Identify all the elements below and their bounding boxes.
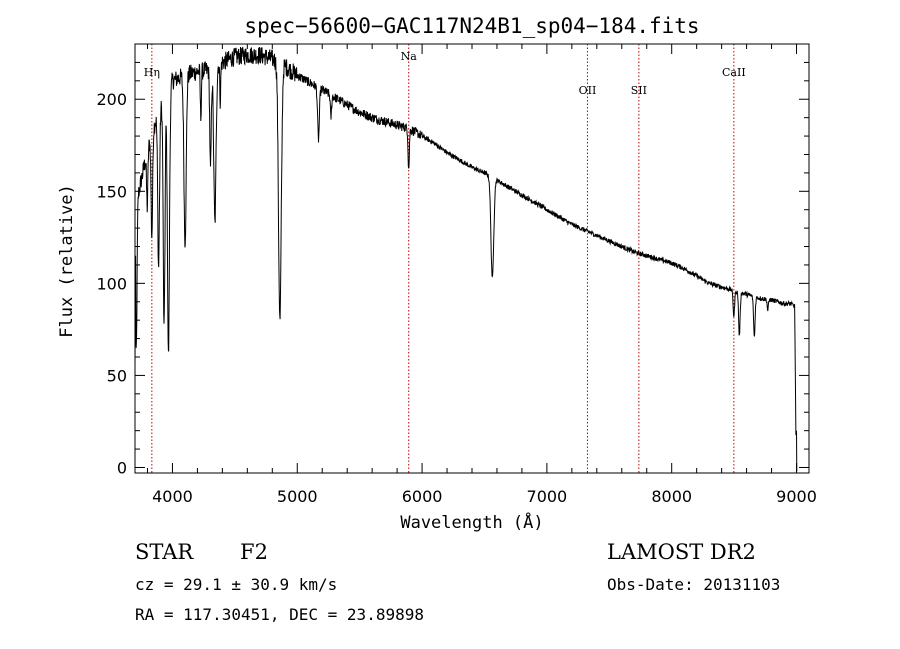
x-tick-label: 4000: [152, 487, 193, 506]
x-tick-label: 8000: [651, 487, 692, 506]
x-axis-ticks: 4000 5000 6000 7000 8000 9000: [146, 44, 817, 506]
y-tick-label: 0: [117, 458, 127, 477]
plot-frame: [134, 43, 810, 474]
x-tick-label: 9000: [776, 487, 817, 506]
redshift-cz: cz = 29.1 ± 30.9 km/s: [135, 575, 337, 594]
y-tick-label: 100: [96, 274, 127, 293]
spectral-line-markers: Hη Na OII SII CaII: [144, 44, 746, 473]
y-axis-ticks: 0 50 100 150 200: [96, 61, 809, 477]
observation-date: Obs-Date: 20131103: [607, 575, 780, 594]
y-tick-label: 50: [107, 366, 127, 385]
line-label: Hη: [144, 66, 160, 79]
line-label: SII: [631, 84, 647, 97]
line-label: CaII: [722, 66, 746, 79]
object-class: STAR: [135, 540, 194, 564]
sky-coordinates: RA = 117.30451, DEC = 23.89898: [135, 605, 424, 624]
y-tick-label: 200: [96, 90, 127, 109]
y-tick-label: 150: [96, 182, 127, 201]
x-tick-label: 6000: [402, 487, 443, 506]
line-label: OII: [579, 84, 597, 97]
spectrum-line: [134, 46, 798, 472]
y-axis-label: Flux (relative): [57, 184, 77, 338]
x-axis-label: Wavelength (Å): [400, 511, 543, 533]
x-tick-label: 5000: [277, 487, 318, 506]
x-tick-label: 7000: [527, 487, 568, 506]
survey-name: LAMOST DR2: [607, 540, 756, 564]
line-label: Na: [401, 50, 418, 63]
object-subclass: F2: [240, 540, 268, 564]
chart-title: spec−56600−GAC117N24B1_sp04−184.fits: [244, 14, 699, 38]
